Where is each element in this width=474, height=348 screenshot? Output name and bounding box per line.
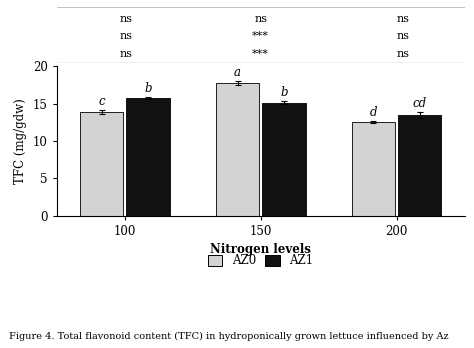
Text: c: c	[99, 95, 105, 108]
Bar	[398, 115, 441, 216]
Text: ***: ***	[252, 49, 269, 59]
Y-axis label: TFC (mg/gdw): TFC (mg/gdw)	[14, 98, 27, 184]
Text: d: d	[370, 106, 377, 119]
Text: ns: ns	[397, 31, 410, 41]
Bar	[352, 122, 395, 216]
Text: Figure 4. Total flavonoid content (TFC) in hydroponically grown lettuce influenc: Figure 4. Total flavonoid content (TFC) …	[9, 332, 449, 341]
Text: ns: ns	[254, 14, 267, 24]
Text: ns: ns	[119, 49, 133, 59]
Bar	[126, 98, 170, 216]
Text: ns: ns	[119, 14, 133, 24]
Text: ***: ***	[252, 31, 269, 41]
Bar	[216, 83, 259, 216]
Text: ns: ns	[397, 49, 410, 59]
Text: cd: cd	[413, 97, 427, 110]
Text: b: b	[280, 86, 288, 99]
Text: b: b	[144, 82, 152, 95]
Text: a: a	[234, 66, 241, 79]
Bar	[262, 103, 306, 216]
X-axis label: Nitrogen levels: Nitrogen levels	[210, 243, 311, 256]
Text: ns: ns	[119, 31, 133, 41]
Bar	[80, 112, 123, 216]
Legend: AZ0, AZ1: AZ0, AZ1	[203, 250, 318, 272]
Text: ns: ns	[397, 14, 410, 24]
